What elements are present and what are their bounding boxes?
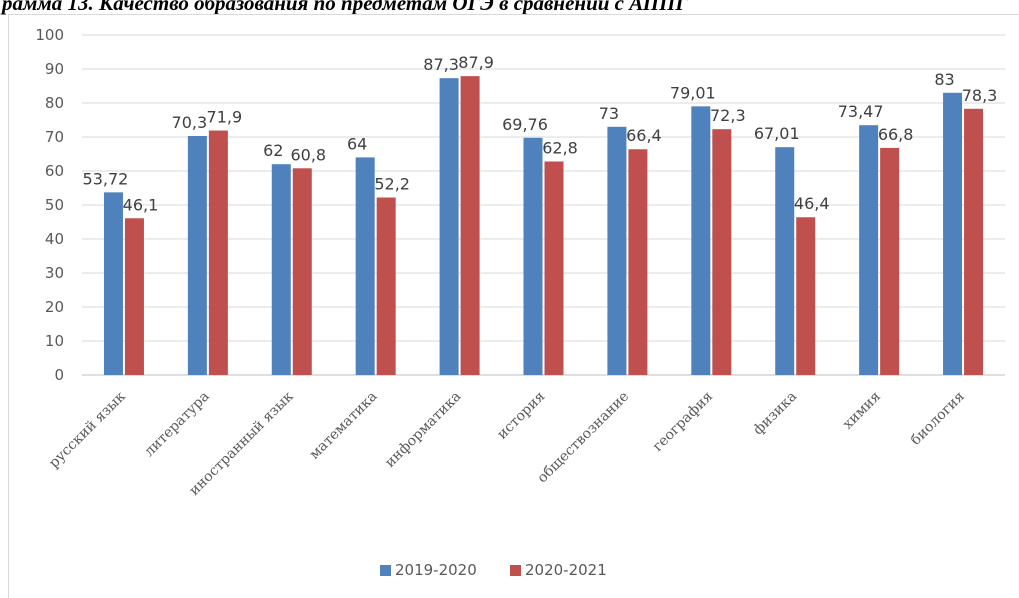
bar-series2 [292,168,312,375]
x-category-label: русский язык [46,388,129,471]
bar-series2 [964,108,984,375]
data-label: 87,9 [458,53,494,72]
x-category-label: химия [840,388,884,432]
bar-series2 [544,161,564,375]
y-tick-label: 50 [45,196,64,214]
data-label: 66,4 [626,126,662,145]
y-axis-ticks: 0 10 20 30 40 50 60 70 80 90 100 [35,26,64,384]
data-label: 46,1 [123,195,159,214]
data-label: 78,3 [962,86,998,105]
bar-series2 [460,76,480,375]
y-tick-label: 0 [54,366,64,384]
data-label: 73,47 [838,102,884,121]
x-category-label: биология [908,388,968,448]
legend-swatch [380,565,391,576]
bars [103,76,984,376]
y-tick-label: 70 [45,128,64,146]
bar-series1 [943,92,963,376]
y-tick-label: 20 [45,298,64,316]
bar-series2 [628,149,648,375]
bar-series2 [376,197,396,375]
data-label: 60,8 [290,145,326,164]
bar-series1 [103,192,123,375]
y-tick-label: 80 [45,94,64,112]
bar-series2 [880,147,900,375]
y-tick-label: 40 [45,230,64,248]
data-label: 83 [934,70,954,89]
bar-series1 [355,157,375,375]
bar-series2 [796,217,816,375]
data-label: 46,4 [794,194,830,213]
bar-series1 [439,78,459,376]
legend: 2019-2020 2020-2021 [380,561,607,579]
bar-series2 [124,218,144,375]
x-category-label: литература [141,389,212,460]
figure-caption: рамма 13. Качество образования по предме… [2,0,689,15]
data-label: 66,8 [878,125,914,144]
data-label: 79,01 [670,83,716,102]
bar-series1 [607,126,627,375]
y-tick-label: 10 [45,332,64,350]
y-tick-label: 60 [45,162,64,180]
data-label: 73 [599,104,619,123]
legend-label: 2019-2020 [395,561,477,579]
bar-series1 [523,137,543,375]
data-labels: 53,72 46,1 70,3 71,9 62 60,8 64 52,2 87,3 87,9 69,… [83,53,998,214]
bar-series2 [712,129,732,375]
bar-series2 [208,130,228,375]
data-label: 69,76 [502,115,548,134]
x-category-label: физика [750,389,800,439]
data-label: 53,72 [83,169,129,188]
data-label: 62 [263,141,283,160]
x-category-label: обществознание [534,389,632,487]
bar-series1 [271,164,291,375]
bar-series1 [859,125,879,376]
data-label: 87,3 [423,55,459,74]
data-label: 72,3 [710,106,746,125]
data-label: 64 [347,134,367,153]
bar-series1 [775,147,795,375]
y-tick-label: 90 [45,60,64,78]
x-category-label: история [494,388,548,442]
data-label: 70,3 [172,113,208,132]
y-tick-label: 100 [35,26,64,44]
bar-series1 [691,106,711,375]
legend-swatch [510,565,521,576]
data-label: 67,01 [754,124,800,143]
chart-frame [8,14,1019,598]
data-label: 52,2 [374,175,410,194]
legend-label: 2020-2021 [525,561,607,579]
y-tick-label: 30 [45,264,64,282]
x-category-label: география [650,388,716,454]
bar-series1 [187,135,207,375]
data-label: 71,9 [207,108,243,127]
data-label: 62,8 [542,138,578,157]
gridlines [82,34,1005,376]
x-category-label: информатика [382,389,464,471]
x-category-label: математика [306,389,380,463]
